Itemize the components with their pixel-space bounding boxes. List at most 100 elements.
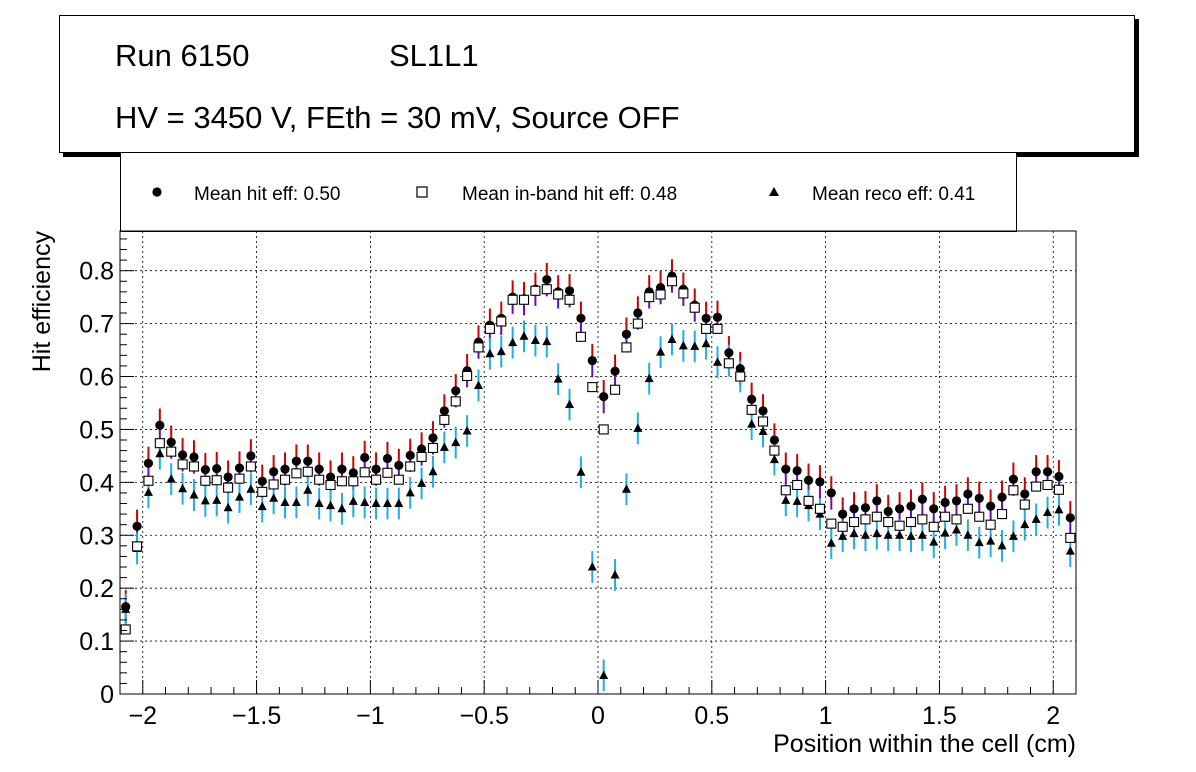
data-markers bbox=[120, 271, 1076, 679]
hit-point bbox=[257, 476, 267, 486]
inband-point bbox=[405, 461, 416, 472]
inband-point bbox=[336, 476, 347, 487]
hit-point bbox=[849, 504, 859, 514]
reco-point bbox=[405, 487, 415, 497]
reco-point bbox=[1031, 514, 1041, 523]
reco-point bbox=[792, 496, 802, 505]
inband-point bbox=[154, 438, 165, 449]
hit-point bbox=[781, 464, 791, 474]
hit-point bbox=[269, 467, 279, 477]
reco-point bbox=[337, 503, 347, 513]
hit-point bbox=[416, 444, 427, 454]
hit-point bbox=[348, 468, 358, 478]
hit-point bbox=[1065, 513, 1075, 523]
reco-point bbox=[530, 335, 540, 345]
hit-point bbox=[599, 392, 609, 402]
inband-point bbox=[177, 459, 188, 470]
reco-point bbox=[451, 437, 461, 447]
inband-point bbox=[541, 284, 552, 295]
hit-point bbox=[291, 456, 302, 466]
inband-point bbox=[518, 294, 530, 305]
hit-point bbox=[1054, 471, 1064, 482]
inband-point bbox=[507, 294, 518, 305]
reco-point bbox=[747, 419, 757, 428]
hit-point bbox=[940, 497, 950, 508]
inband-point bbox=[530, 285, 541, 296]
reco-point bbox=[474, 380, 483, 390]
reco-point bbox=[621, 484, 631, 493]
reco-point bbox=[417, 478, 427, 487]
x-tick-label: 1 bbox=[819, 702, 833, 730]
hit-point bbox=[234, 463, 245, 473]
reco-point bbox=[382, 498, 392, 508]
run-label: Run 6150 bbox=[115, 38, 250, 73]
inband-point bbox=[439, 414, 450, 425]
inband-point bbox=[325, 479, 336, 491]
hit-point bbox=[883, 506, 893, 517]
reco-point bbox=[1020, 519, 1030, 529]
inband-point bbox=[314, 474, 325, 485]
reco-point bbox=[872, 528, 882, 538]
inband-point bbox=[416, 451, 427, 462]
hit-point bbox=[894, 504, 905, 514]
inband-point bbox=[575, 331, 586, 342]
reco-point bbox=[690, 341, 700, 350]
x-tick-label: −1 bbox=[356, 702, 385, 730]
reco-point bbox=[212, 495, 222, 504]
inband-point bbox=[883, 516, 894, 528]
hit-point bbox=[769, 435, 780, 445]
inband-point bbox=[917, 514, 928, 525]
hit-point bbox=[564, 286, 575, 296]
inband-point bbox=[996, 509, 1008, 520]
inband-point bbox=[837, 521, 848, 532]
reco-point bbox=[769, 454, 779, 464]
y-tick-label: 0.5 bbox=[79, 416, 114, 444]
reco-point bbox=[246, 484, 256, 493]
reco-point bbox=[553, 374, 563, 383]
reco-point bbox=[667, 334, 677, 343]
reco-point bbox=[849, 528, 859, 538]
hit-point bbox=[1020, 489, 1030, 499]
inband-point bbox=[1065, 532, 1076, 543]
hit-point bbox=[951, 496, 962, 506]
inband-point bbox=[905, 516, 917, 528]
hit-point bbox=[838, 509, 848, 519]
inband-point bbox=[769, 445, 780, 456]
reco-point bbox=[1054, 504, 1064, 514]
plot-grid bbox=[120, 231, 1076, 694]
hit-point bbox=[701, 313, 711, 323]
hit-point bbox=[394, 460, 404, 471]
reco-point bbox=[713, 357, 722, 366]
hit-point bbox=[382, 453, 393, 464]
reco-point bbox=[997, 540, 1007, 550]
reco-point bbox=[656, 347, 666, 356]
legend-inband-marker-icon bbox=[416, 186, 428, 198]
inband-point bbox=[598, 424, 609, 435]
reco-point bbox=[952, 524, 961, 534]
x-axis-label: Position within the cell (cm) bbox=[773, 730, 1076, 758]
inband-point bbox=[1031, 481, 1042, 492]
hit-point bbox=[439, 406, 449, 416]
inband-point bbox=[780, 485, 791, 496]
x-tick-label: −1.5 bbox=[232, 702, 281, 730]
reco-point bbox=[1043, 507, 1053, 517]
hit-point bbox=[963, 489, 973, 499]
reco-point bbox=[428, 466, 438, 476]
layer-label: SL1L1 bbox=[389, 38, 479, 73]
hit-point bbox=[223, 472, 233, 482]
hit-point bbox=[405, 450, 415, 460]
hit-point bbox=[428, 433, 438, 443]
reco-point bbox=[678, 340, 688, 350]
reco-point bbox=[394, 498, 404, 508]
reco-point bbox=[280, 497, 290, 506]
inband-point bbox=[553, 289, 564, 300]
inband-point bbox=[188, 461, 200, 472]
inband-point bbox=[234, 473, 245, 484]
inband-point bbox=[712, 323, 723, 334]
reco-point bbox=[906, 531, 916, 540]
inband-point bbox=[655, 289, 666, 300]
inband-point bbox=[200, 475, 211, 486]
inband-point bbox=[564, 294, 575, 305]
inband-point bbox=[871, 511, 882, 522]
inband-point bbox=[132, 541, 143, 552]
